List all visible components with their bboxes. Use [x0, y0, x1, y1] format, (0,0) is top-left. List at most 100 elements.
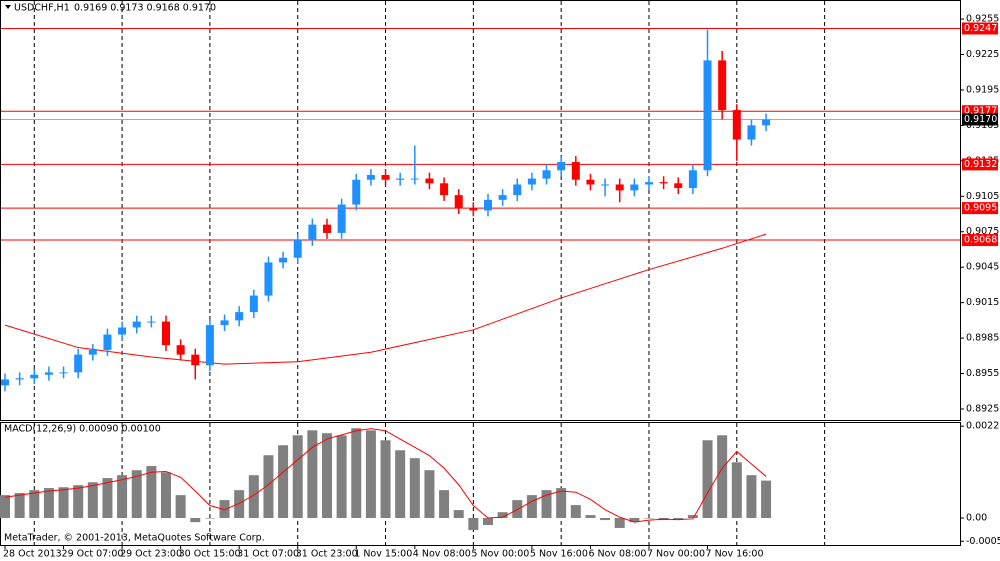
candle-body [366, 175, 375, 180]
histogram-bar [761, 480, 772, 518]
candle-body [264, 262, 273, 296]
candle-body [688, 170, 697, 189]
histogram-bar [512, 500, 523, 518]
x-tick-label: 5 Nov 16:00 [530, 549, 588, 560]
candle-body [118, 327, 127, 335]
histogram-bar [629, 517, 640, 523]
candle-body [381, 175, 390, 180]
histogram-bar [234, 490, 245, 518]
candle-body [176, 345, 185, 355]
histogram-bar [321, 433, 332, 518]
y-tick-label: 0.9105 [966, 191, 999, 202]
candle-body [352, 179, 361, 205]
histogram-bar [336, 435, 347, 518]
histogram-bar [600, 517, 611, 521]
y-tick-label: 0.00 [966, 512, 987, 523]
candle-body [718, 60, 727, 111]
histogram-bar [29, 490, 40, 518]
bid-label-box [962, 113, 998, 126]
candle-body [527, 178, 536, 185]
histogram-bar [380, 440, 391, 518]
histogram-bar [453, 510, 464, 518]
y-tick-label: 0.9195 [966, 84, 999, 95]
x-tick-label: 29 Oct 07:00 [62, 549, 124, 560]
histogram-bar [673, 517, 684, 521]
candle-body [191, 354, 200, 366]
level-label-box [962, 202, 998, 215]
candle-body [513, 184, 522, 196]
candle-body [205, 325, 214, 366]
candle-body [659, 182, 668, 184]
histogram-bar [365, 430, 376, 518]
candle-body [615, 184, 624, 191]
histogram-bar [585, 515, 596, 518]
histogram-bar [160, 472, 171, 518]
y-tick-label: 0.8955 [966, 368, 999, 379]
candle-body [542, 170, 551, 179]
histogram-bar [292, 435, 303, 518]
candle-body [322, 224, 331, 233]
macd-title: MACD(12,26,9) 0.00090 0.00100 [4, 424, 161, 435]
histogram-bar [424, 470, 435, 518]
candle-body [293, 240, 302, 258]
histogram-bar [87, 482, 98, 518]
x-tick-label: 1 Nov 15:00 [354, 549, 412, 560]
histogram-bar [541, 490, 552, 518]
histogram-bar [717, 435, 728, 518]
candle-body [396, 178, 405, 180]
histogram-bar [58, 487, 69, 518]
candle-body [410, 178, 419, 180]
candle-body [644, 182, 653, 185]
x-tick-label: 7 Nov 16:00 [706, 549, 764, 560]
candle-body [279, 257, 288, 263]
candle-body [440, 183, 449, 196]
histogram-bar [307, 430, 318, 518]
candle-body [59, 372, 68, 374]
candle-body [498, 195, 507, 200]
candle-body [337, 204, 346, 233]
level-label-box [962, 22, 998, 35]
candle-body [147, 321, 156, 323]
level-label-box [962, 234, 998, 247]
x-tick-label: 4 Nov 08:00 [413, 549, 471, 560]
x-tick-label: 6 Nov 08:00 [588, 549, 646, 560]
y-tick-label: 0.9255 [966, 14, 999, 25]
histogram-bar [102, 478, 113, 518]
histogram-bar [204, 517, 215, 519]
candle-body [220, 320, 229, 326]
histogram-bar [175, 495, 186, 518]
y-tick-label: 0.9075 [966, 226, 999, 237]
price-frame [0, 0, 961, 421]
histogram-bar [439, 490, 450, 518]
histogram-bar [497, 512, 508, 518]
y-tick-label: 0.9045 [966, 262, 999, 273]
candle-body [1, 379, 9, 386]
candle-body [557, 162, 566, 171]
moving-average [4, 233, 767, 365]
histogram-bar [117, 475, 128, 518]
menu-arrow [5, 5, 11, 9]
candle-body [103, 334, 112, 350]
histogram-bar [409, 458, 420, 518]
level-label: 0.9068 [964, 235, 997, 246]
candle-body [132, 321, 141, 328]
x-tick-label: 7 Nov 00:00 [647, 549, 705, 560]
candle-body [249, 295, 258, 313]
level-label: 0.9247 [964, 23, 997, 34]
histogram-bar [687, 515, 698, 518]
histogram-bar [73, 485, 84, 518]
bid-label: 0.9170 [964, 114, 997, 125]
histogram-bar [395, 450, 406, 518]
candle-body [483, 199, 492, 211]
histogram-bar [351, 428, 362, 518]
y-tick-label: 0.9015 [966, 297, 999, 308]
x-tick-label: 28 Oct 2013 [3, 549, 62, 560]
copyright: MetaTrader, © 2001-2013, MetaQuotes Soft… [4, 533, 265, 544]
candle-body [235, 312, 244, 321]
y-tick-label: -0.00056 [966, 536, 1000, 547]
quote: 0.9169 0.9173 0.9168 0.9170 [74, 3, 216, 14]
candle-body [454, 195, 463, 209]
histogram-bar [731, 462, 742, 518]
x-tick-label: 29 Oct 23:00 [120, 549, 182, 560]
